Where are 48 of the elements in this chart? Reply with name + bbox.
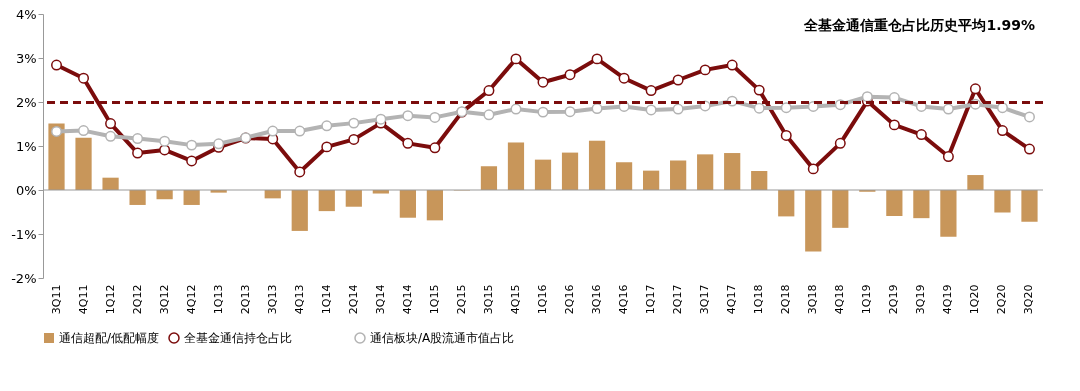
x-tick-label: 3Q19 (914, 284, 928, 315)
x-tick-label: 1Q18 (752, 284, 766, 315)
y-tick-label: 0% (15, 182, 37, 198)
x-tick-label: 2Q17 (671, 284, 685, 315)
legend-label: 通信超配/低配幅度 (59, 331, 160, 345)
annotation: 全基金通信重仓占比历史平均1.99% (803, 17, 1035, 33)
x-tick-label: 2Q16 (563, 284, 577, 315)
y-tick-label: -1% (11, 226, 37, 242)
x-tick-label: 4Q14 (400, 284, 414, 315)
x-tick-label: 4Q15 (508, 284, 522, 315)
y-tick-label: -2% (11, 270, 37, 286)
x-tick-label: 1Q14 (319, 284, 333, 315)
x-tick-label: 1Q20 (968, 284, 982, 315)
legend-label: 通信板块/A股流通市值占比 (370, 331, 515, 345)
x-tick-label: 3Q14 (373, 284, 387, 315)
x-tick-label: 4Q12 (184, 284, 198, 315)
x-tick-label: 1Q15 (427, 284, 441, 315)
x-tick-label: 4Q16 (617, 284, 631, 315)
x-tick-label: 1Q13 (211, 284, 225, 315)
x-tick-label: 3Q20 (1022, 284, 1036, 315)
x-tick-label: 4Q18 (833, 284, 847, 315)
legend-label: 全基金通信持仓占比 (184, 331, 292, 345)
x-tick-label: 3Q18 (806, 284, 820, 315)
x-tick-label: 3Q11 (49, 284, 63, 315)
x-tick-label: 2Q19 (887, 284, 901, 315)
y-tick-label: 3% (15, 50, 37, 66)
x-tick-label: 4Q19 (941, 284, 955, 315)
x-tick-label: 2Q18 (779, 284, 793, 315)
x-tick-label: 2Q15 (454, 284, 468, 315)
y-tick-label: 1% (15, 138, 37, 154)
x-tick-label: 1Q17 (644, 284, 658, 315)
x-tick-label: 4Q13 (292, 284, 306, 315)
x-tick-label: 3Q13 (265, 284, 279, 315)
x-tick-label: 1Q19 (860, 284, 874, 315)
x-tick-label: 4Q11 (76, 284, 90, 315)
x-tick-label: 2Q20 (995, 284, 1009, 315)
x-tick-label: 3Q12 (157, 284, 171, 315)
x-tick-label: 3Q17 (698, 284, 712, 315)
x-tick-label: 4Q17 (725, 284, 739, 315)
x-tick-label: 1Q16 (536, 284, 549, 315)
x-tick-label: 3Q15 (481, 284, 495, 315)
y-tick-label: 2% (15, 94, 37, 110)
x-tick-label: 2Q12 (130, 284, 144, 315)
x-tick-label: 3Q16 (590, 284, 604, 315)
x-tick-label: 2Q14 (346, 284, 360, 315)
x-tick-label: 2Q13 (238, 284, 252, 315)
x-tick-label: 1Q12 (103, 284, 117, 315)
y-tick-label: 4% (15, 6, 37, 22)
